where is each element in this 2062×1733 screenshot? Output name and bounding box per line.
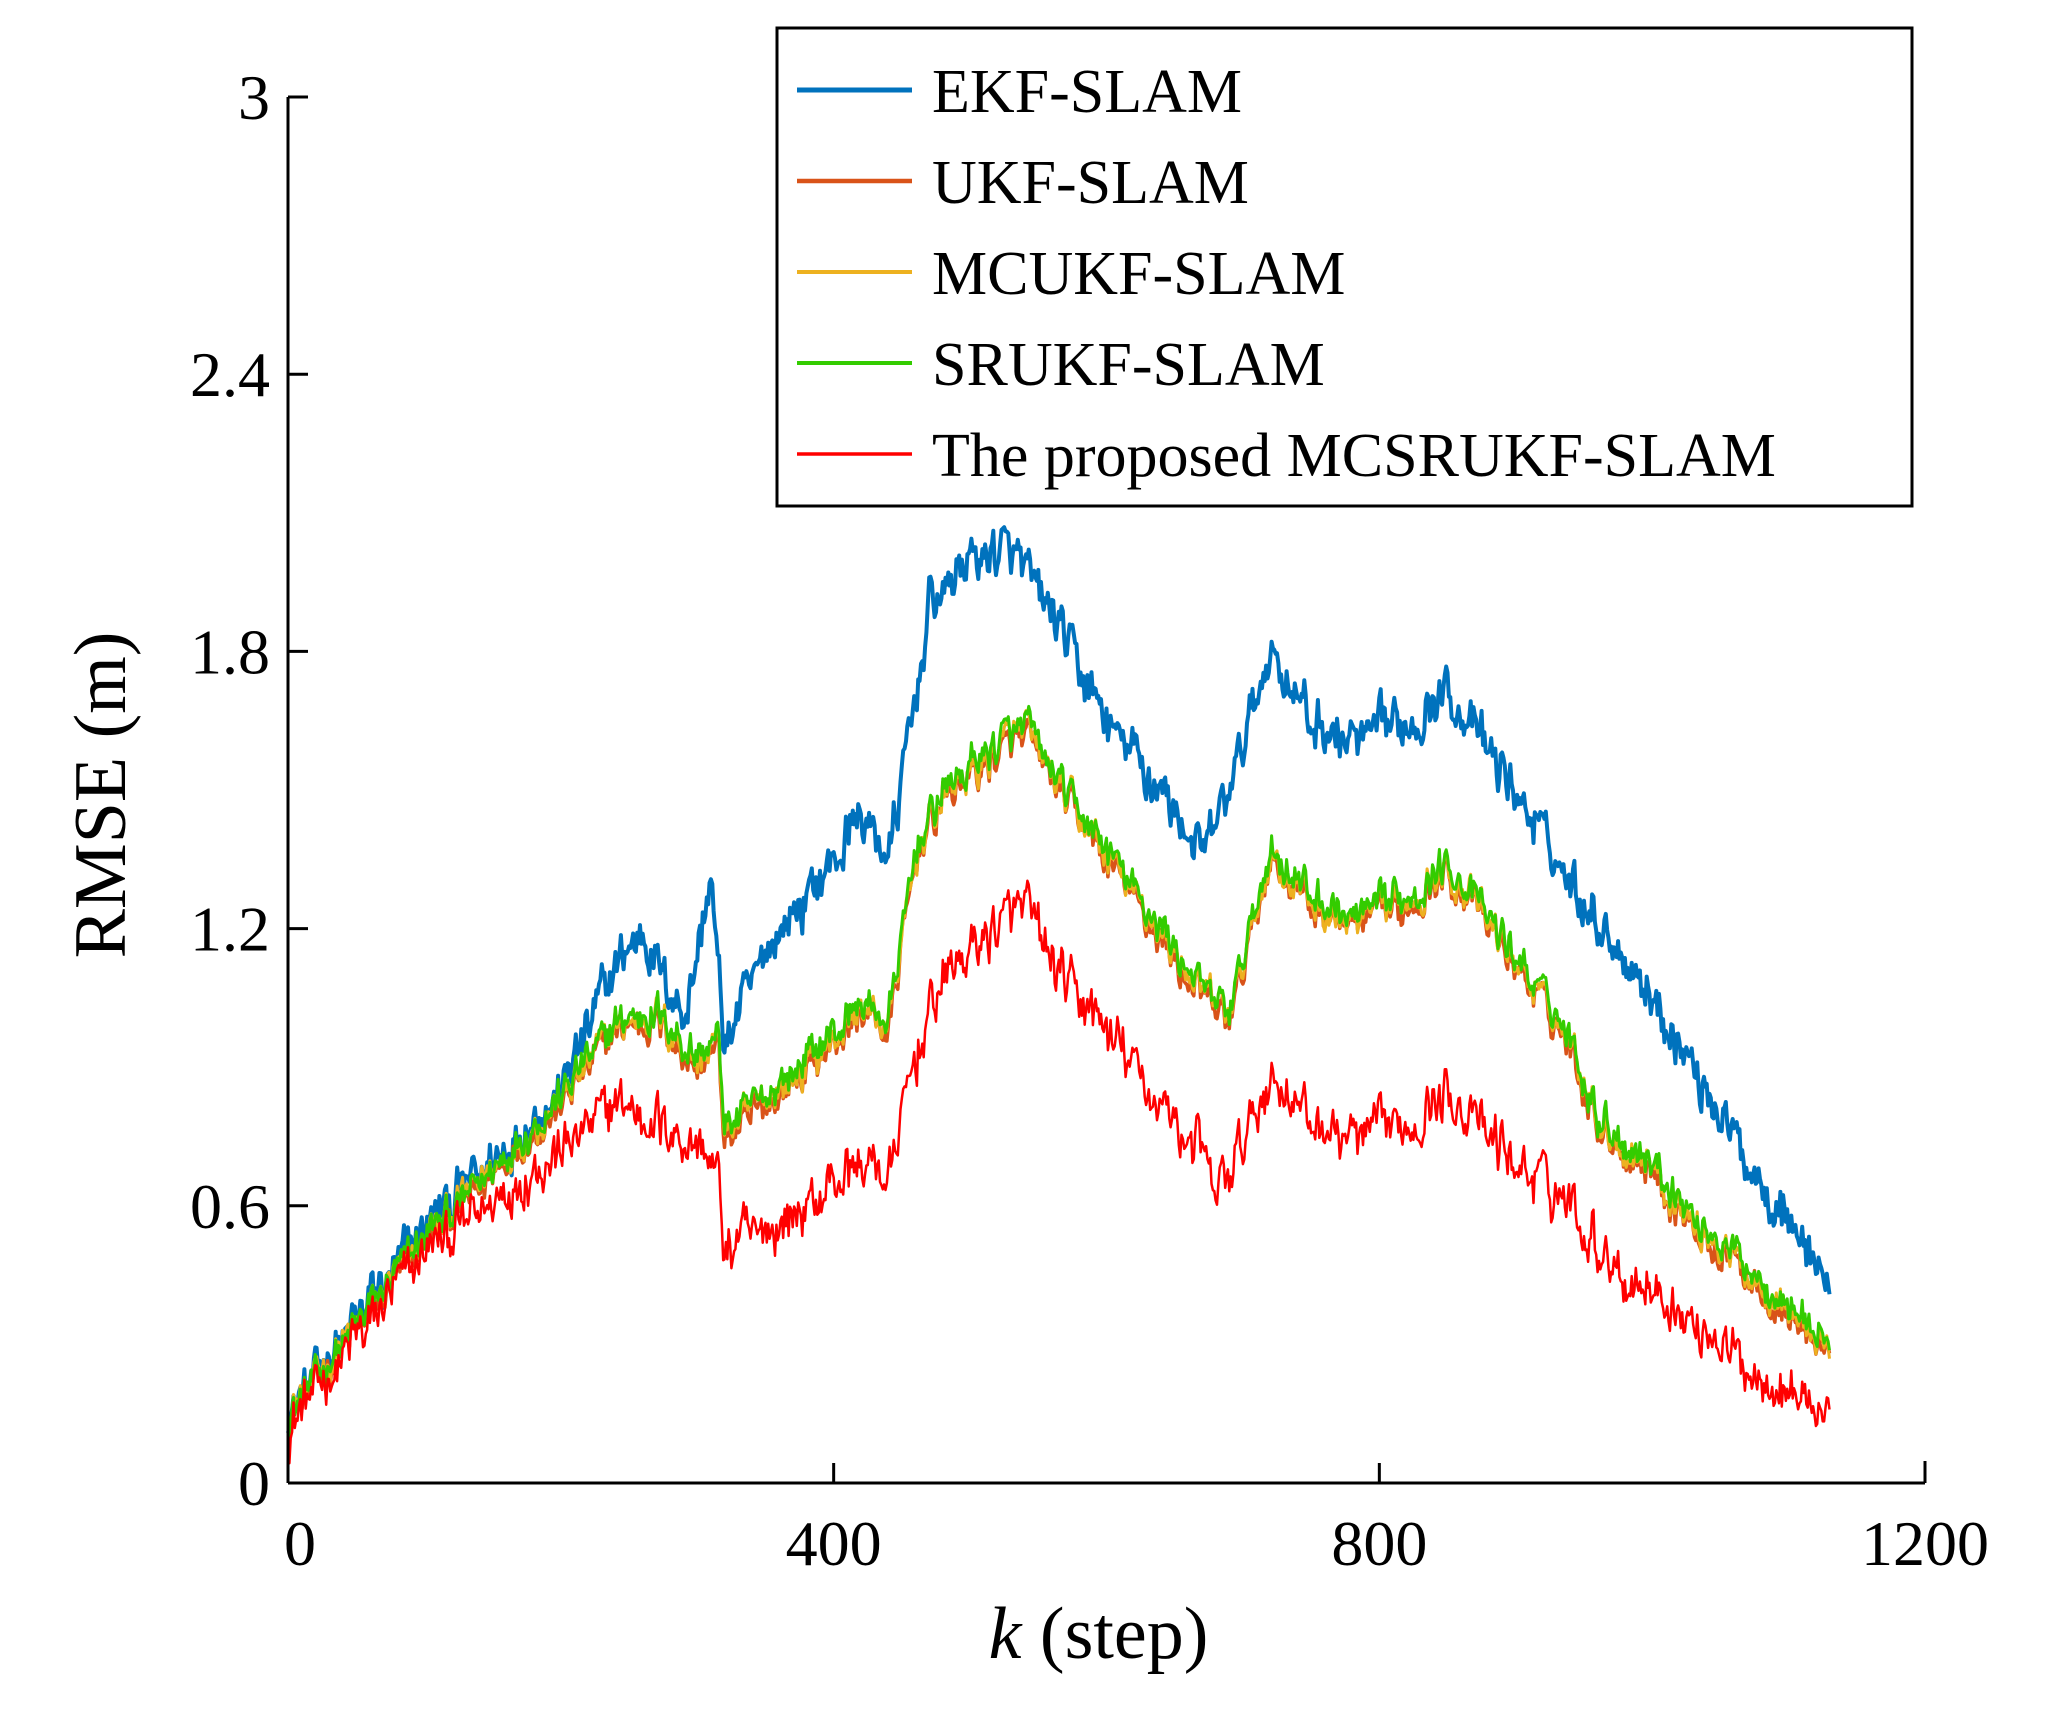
x-tick-label: 400 (786, 1508, 882, 1579)
x-axis-title-unit: (step) (1021, 1593, 1208, 1675)
legend-box (775, 26, 1914, 508)
y-tick-label: 3 (238, 62, 270, 133)
legend-label: MCUKF-SLAM (932, 240, 1345, 308)
x-tick-label: 0 (284, 1508, 316, 1579)
legend-label: The proposed MCSRUKF-SLAM (932, 422, 1776, 490)
x-tick-label: 800 (1331, 1508, 1427, 1579)
series-line-0 (286, 525, 1832, 1438)
y-tick-label: 0.6 (190, 1171, 270, 1242)
y-tick-label: 2.4 (190, 339, 270, 410)
x-axis-title-variable: k (989, 1593, 1023, 1675)
series-line-4 (286, 879, 1831, 1465)
legend-label: UKF-SLAM (932, 149, 1249, 217)
series-line-3 (286, 704, 1831, 1439)
y-tick-label: 1.2 (190, 894, 270, 965)
series-line-2 (286, 709, 1831, 1437)
series-line-1 (286, 717, 1832, 1440)
y-tick-label: 0 (238, 1448, 270, 1519)
x-tick-label: 1200 (1861, 1508, 1989, 1579)
ticks-layer: 0 0.6 1.2 1.8 2.4 3 0 400 800 1200 (190, 62, 1989, 1579)
legend: EKF-SLAM UKF-SLAM MCUKF-SLAM SRUKF-SLAM The … (775, 26, 1914, 508)
y-tick-label: 1.8 (190, 616, 270, 687)
legend-label: SRUKF-SLAM (932, 331, 1325, 399)
series-layer (286, 525, 1832, 1465)
legend-label: EKF-SLAM (932, 58, 1242, 126)
x-axis-title: k (step) (989, 1593, 1209, 1675)
y-axis-title: RMSE (m) (60, 632, 142, 959)
